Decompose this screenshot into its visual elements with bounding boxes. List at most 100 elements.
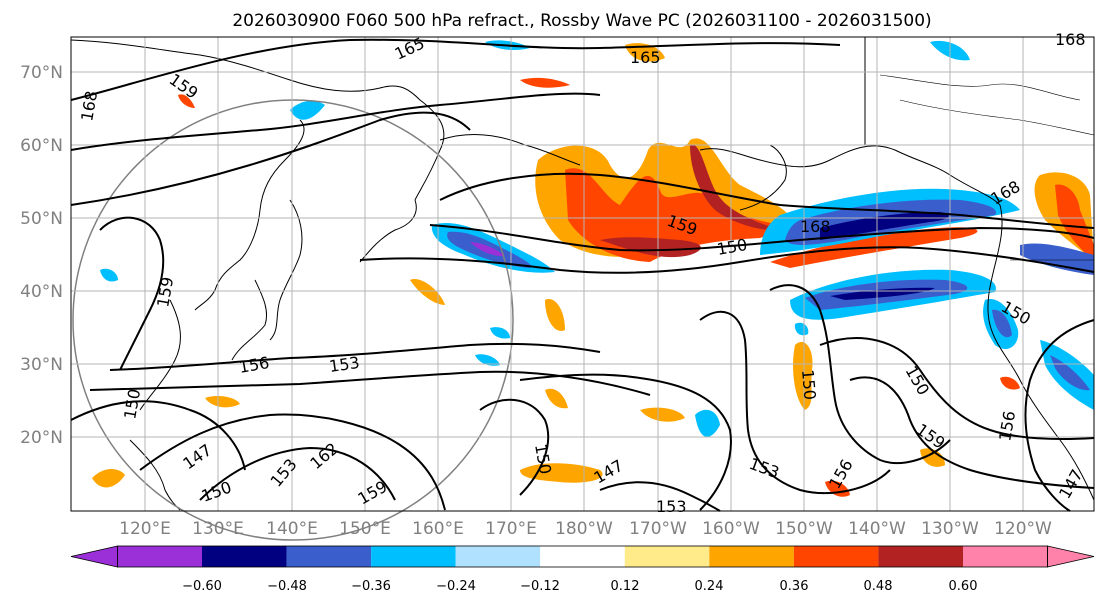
coast-sakhalin-japan xyxy=(269,199,303,341)
lat-label-70: 70°N xyxy=(20,63,63,83)
contour-label-168-c: 168 xyxy=(800,217,831,236)
colorbar-segment xyxy=(963,546,1048,567)
contour-153-south xyxy=(599,481,721,512)
lat-label-50: 50°N xyxy=(20,209,63,229)
cb-tick-6: 0.24 xyxy=(695,579,724,594)
lat-label-20: 20°N xyxy=(20,428,63,448)
colorbar-extend-high xyxy=(1047,545,1095,568)
colorbar-segment xyxy=(540,546,625,567)
shade-pacific-cyan-1 xyxy=(695,409,720,437)
longitude-axis: 120°E 130°E 140°E 150°E 160°E 170°E 180°… xyxy=(119,519,1052,539)
contour-147-east xyxy=(1024,319,1095,512)
lon-label-180w: 180°W xyxy=(555,519,613,539)
colorbar-segment xyxy=(624,546,710,567)
shade-siberia-red xyxy=(178,94,195,108)
cb-tick-7: 0.36 xyxy=(780,579,809,594)
shade-arctic-red xyxy=(520,77,570,88)
shade-sw-orange xyxy=(92,469,125,488)
contour-156-jet xyxy=(359,246,1095,274)
lon-label-120w: 120°W xyxy=(994,519,1052,539)
cb-tick-5: 0.12 xyxy=(611,579,640,594)
shade-northwest-red xyxy=(1055,184,1094,260)
lon-label-150w: 150°W xyxy=(775,519,833,539)
contour-156-label xyxy=(109,342,601,371)
shade-pacific-cyan-3 xyxy=(475,354,500,366)
contour-pacific-loop xyxy=(479,398,550,496)
coast-kamchatka xyxy=(359,199,417,263)
shade-kamchatka-purple xyxy=(470,242,505,257)
colorbar-segment xyxy=(455,546,541,567)
lat-label-30: 30°N xyxy=(20,355,63,375)
shade-pacific-cyan-4 xyxy=(794,322,809,336)
contour-label-153-c: 153 xyxy=(656,497,687,516)
lon-label-160e: 160°E xyxy=(412,519,464,539)
lon-label-130w: 130°W xyxy=(921,519,979,539)
colorbar-segment xyxy=(202,546,287,567)
border-1 xyxy=(879,74,1081,101)
shade-pacific-orange-4 xyxy=(545,388,568,409)
coast-north-america-west xyxy=(987,204,1095,501)
lon-label-120e: 120°E xyxy=(119,519,171,539)
contour-159-east xyxy=(849,376,1095,489)
lon-label-140w: 140°W xyxy=(848,519,906,539)
shade-pacific-orange-2 xyxy=(545,299,565,331)
cb-tick-3: −0.24 xyxy=(436,579,476,594)
cb-tick-4: −0.12 xyxy=(520,579,560,594)
contour-168-jet xyxy=(439,172,1095,229)
lon-label-170w: 170°W xyxy=(629,519,687,539)
contour-label-153-a: 153 xyxy=(328,353,361,376)
contour-label-150-d: 150 xyxy=(798,369,820,401)
coast-korea-china xyxy=(139,299,181,411)
coast-siberia xyxy=(70,39,445,201)
latitude-axis: 70°N 60°N 50°N 40°N 30°N 20°N xyxy=(20,63,63,448)
contour-150-east2 xyxy=(819,337,1095,441)
contour-153-east xyxy=(699,310,891,495)
cb-tick-9: 0.60 xyxy=(949,579,978,594)
colorbar-segment xyxy=(793,546,879,567)
gridlines xyxy=(71,37,1094,511)
colorbar-segment xyxy=(878,546,963,567)
shade-baja-red xyxy=(1000,376,1020,390)
border-2 xyxy=(899,99,1095,136)
contour-153-label xyxy=(89,370,651,396)
contour-159-west xyxy=(99,216,165,371)
lon-label-160w: 160°W xyxy=(702,519,760,539)
lon-label-130e: 130°E xyxy=(192,519,244,539)
range-circle xyxy=(72,99,514,541)
cb-tick-8: 0.48 xyxy=(864,579,893,594)
shade-pacific-orange-1 xyxy=(410,279,445,305)
contour-label-165-b: 165 xyxy=(630,48,661,67)
contour-arctic-2 xyxy=(70,92,601,151)
coast-japan-south xyxy=(231,279,268,361)
lon-label-150e: 150°E xyxy=(339,519,391,539)
coast-asia-east xyxy=(194,119,305,311)
contour-147-150 xyxy=(139,413,446,511)
shade-bering-darkred xyxy=(600,237,701,258)
contour-label-168-d: 168 xyxy=(1055,30,1086,49)
lat-label-40: 40°N xyxy=(20,282,63,302)
contour-150-west xyxy=(70,400,246,471)
colorbar-segments xyxy=(70,545,1095,568)
figure-title: 2026030900 F060 500 hPa refract., Rossby… xyxy=(232,11,931,31)
shade-east-red xyxy=(825,480,850,497)
shade-east-orange xyxy=(920,448,945,467)
coast-alaska xyxy=(699,145,1001,206)
contour-150-east xyxy=(769,284,951,465)
colorbar-segment xyxy=(286,546,372,567)
contour-165-north xyxy=(70,38,841,101)
height-contours xyxy=(70,38,1095,512)
colorbar-segment xyxy=(709,546,794,567)
colorbar-extend-low xyxy=(70,545,118,568)
contour-159-jet xyxy=(429,224,1095,252)
colorbar-frame xyxy=(117,545,1048,568)
colorbar-segment xyxy=(117,546,202,567)
shade-subtropic-orange-1 xyxy=(793,341,813,410)
lon-label-170e: 170°E xyxy=(485,519,537,539)
lon-label-140e: 140°E xyxy=(266,519,318,539)
negative-shading xyxy=(100,40,1094,437)
contour-arctic-3 xyxy=(70,111,471,206)
shade-philippine-orange xyxy=(205,396,240,408)
shade-pacific-cyan-2 xyxy=(490,327,510,339)
shade-okhotsk-cyan xyxy=(290,100,325,120)
